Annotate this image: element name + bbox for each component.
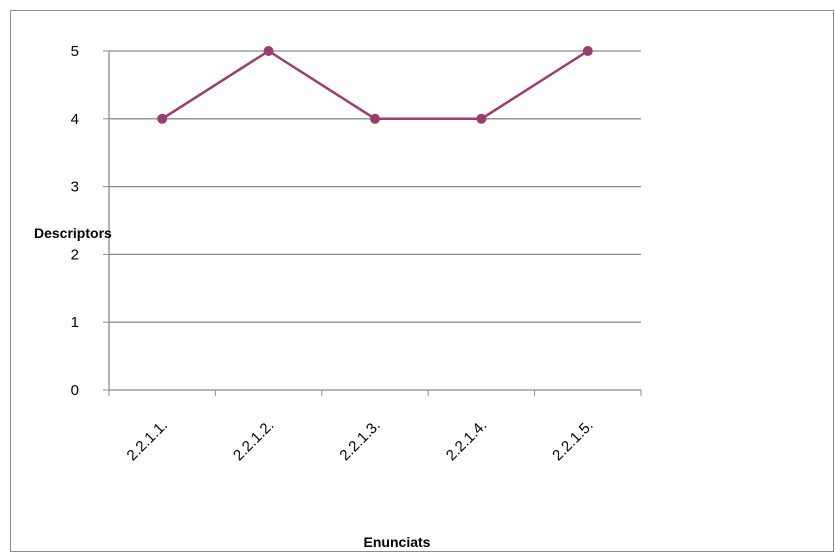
y-tick-label: 1 bbox=[71, 314, 79, 331]
x-tick-label: 2.2.1.2. bbox=[230, 417, 277, 464]
x-tick-label: 2.2.1.1. bbox=[124, 417, 171, 464]
data-point bbox=[370, 113, 380, 124]
y-tick-label: 2 bbox=[71, 246, 79, 263]
y-tick-label: 3 bbox=[71, 179, 79, 196]
y-tick-label: 5 bbox=[71, 43, 79, 60]
data-point bbox=[476, 113, 487, 124]
x-tick-label: 2.2.1.5. bbox=[549, 417, 596, 464]
x-axis-ticks: 2.2.1.1. 2.2.1.2. 2.2.1.3. 2.2.1.4. 2.2.1.5. bbox=[108, 390, 642, 464]
gridlines bbox=[109, 50, 641, 323]
series-group bbox=[157, 46, 593, 124]
y-axis-ticks: 0 1 2 3 4 5 bbox=[71, 43, 109, 399]
x-tick-label: 2.2.1.3. bbox=[336, 417, 383, 464]
y-axis-title: Descriptors bbox=[34, 225, 112, 241]
axes bbox=[108, 51, 641, 391]
data-point bbox=[582, 46, 593, 56]
y-tick-label: 4 bbox=[71, 111, 79, 128]
chart-frame bbox=[10, 10, 834, 552]
x-axis-title: Enunciats bbox=[364, 534, 431, 550]
data-point bbox=[157, 113, 168, 124]
data-point bbox=[263, 46, 274, 56]
y-tick-label: 0 bbox=[71, 382, 79, 399]
x-tick-label: 2.2.1.4. bbox=[443, 417, 490, 464]
series-line-0 bbox=[161, 49, 589, 121]
